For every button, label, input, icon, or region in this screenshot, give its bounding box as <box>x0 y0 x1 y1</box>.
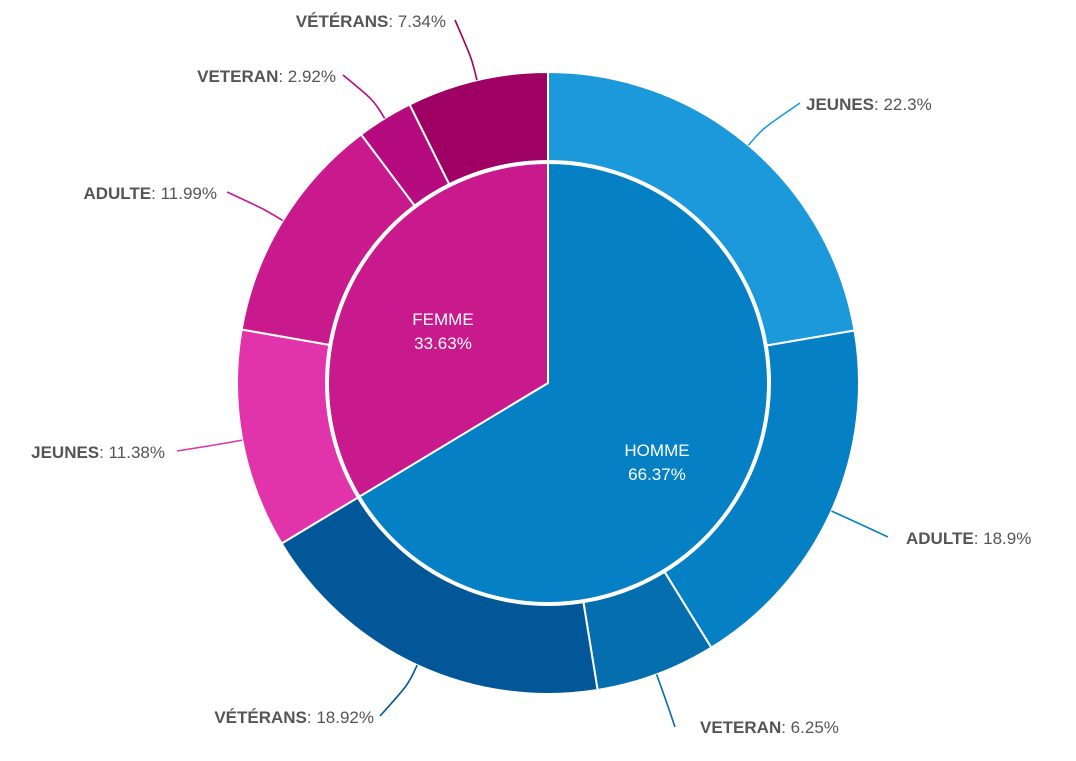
outer-label-name: VETERAN <box>700 718 781 737</box>
inner-value-homme: 66.37% <box>628 465 686 484</box>
outer-label-homme-jeunes: JEUNES: 22.3% <box>806 95 932 114</box>
inner-label-femme: FEMME <box>412 310 473 329</box>
outer-label-homme-veteran: VETERAN: 6.25% <box>700 718 839 737</box>
connector-line-homme-veterans <box>379 664 418 717</box>
connector-line-femme-veterans <box>454 19 478 81</box>
outer-label-value: : 18.92% <box>307 708 374 727</box>
outer-label-value: : 11.99% <box>151 184 217 203</box>
outer-label-femme-adulte: ADULTE: 11.99% <box>83 184 217 203</box>
outer-label-name: VETERAN <box>197 67 278 86</box>
inner-slice-femme[interactable] <box>327 161 549 498</box>
inner-slice-homme[interactable] <box>358 161 769 604</box>
outer-label-name: VÉTÉRANS <box>214 708 307 727</box>
outer-label-name: JEUNES <box>31 443 99 462</box>
outer-label-value: : 18.9% <box>974 529 1032 548</box>
outer-label-homme-veterans: VÉTÉRANS: 18.92% <box>214 708 374 727</box>
outer-label-value: : 2.92% <box>278 67 336 86</box>
inner-value-femme: 33.63% <box>414 334 472 353</box>
outer-label-name: JEUNES <box>806 95 874 114</box>
connector-line-femme-adulte <box>226 191 284 222</box>
outer-label-value: : 22.3% <box>874 95 932 114</box>
outer-label-homme-adulte: ADULTE: 18.9% <box>906 529 1031 548</box>
outer-slice-femme-veterans[interactable] <box>408 70 549 186</box>
outer-label-femme-jeunes: JEUNES: 11.38% <box>31 443 165 462</box>
outer-label-value: : 7.34% <box>388 12 446 31</box>
connector-line-femme-jeunes <box>176 439 243 452</box>
connector-line-homme-jeunes <box>747 102 801 146</box>
inner-label-homme: HOMME <box>624 441 689 460</box>
outer-label-femme-veterans: VÉTÉRANS: 7.34% <box>296 12 446 31</box>
connector-line-homme-veteran <box>655 674 676 728</box>
outer-label-name: VÉTÉRANS <box>296 12 389 31</box>
connector-line-homme-adulte <box>831 510 889 538</box>
outer-label-name: ADULTE <box>83 184 151 203</box>
outer-label-name: ADULTE <box>906 529 974 548</box>
outer-label-value: : 11.38% <box>99 443 165 462</box>
outer-label-femme-veteran: VETERAN: 2.92% <box>197 67 336 86</box>
connector-line-femme-veteran <box>342 74 386 119</box>
outer-label-value: : 6.25% <box>781 718 839 737</box>
